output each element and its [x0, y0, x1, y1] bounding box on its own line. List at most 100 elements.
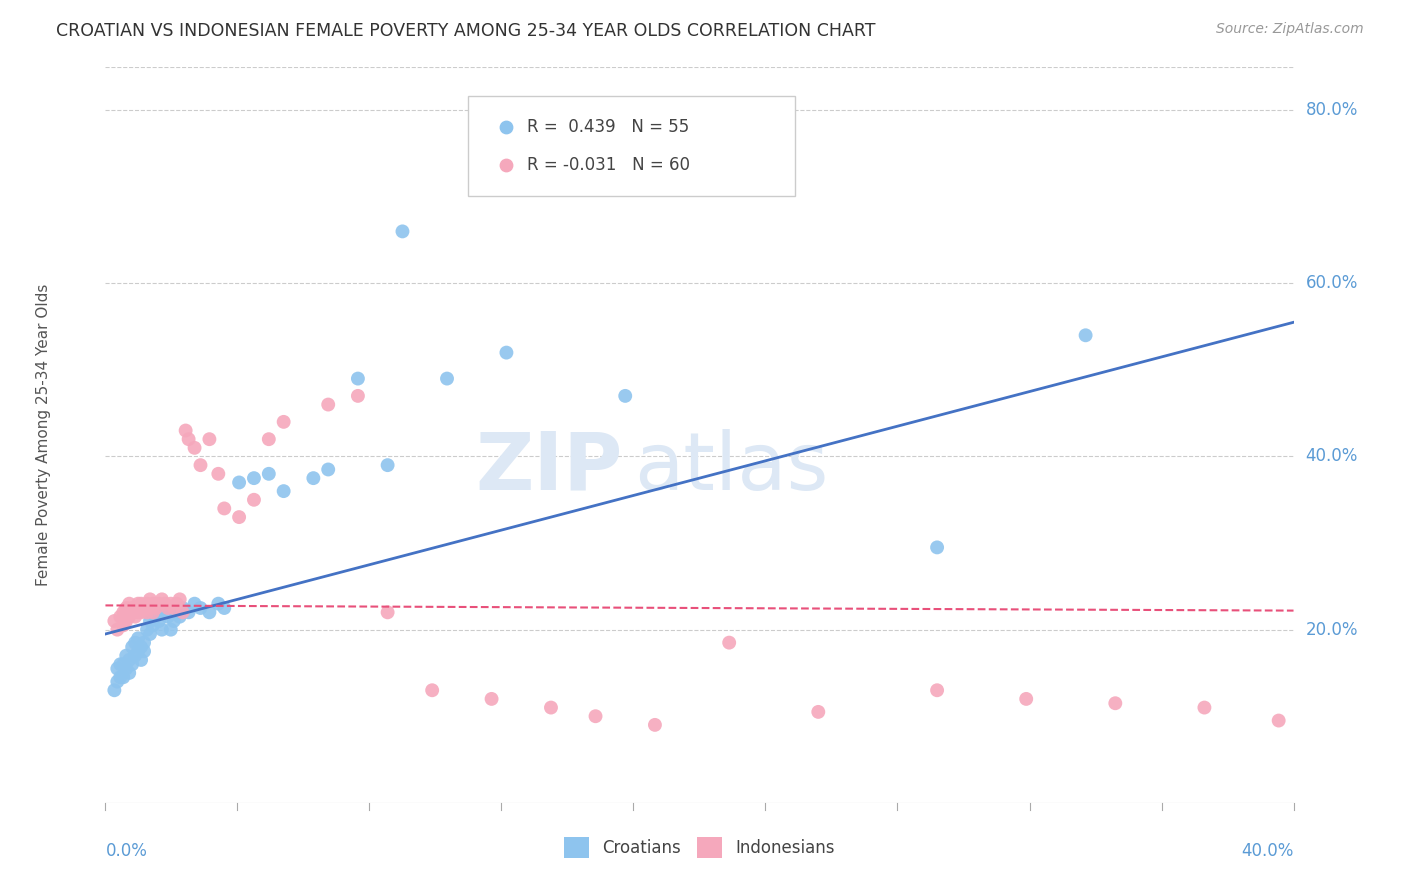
Point [807, 705, 830, 719]
Point [118, 653, 141, 667]
Point [136, 605, 159, 619]
Point [1194, 700, 1216, 714]
Point [153, 605, 176, 619]
Point [198, 432, 221, 446]
Point [347, 389, 370, 403]
Point [391, 224, 413, 238]
Point [105, 623, 128, 637]
Point [243, 492, 266, 507]
Text: 40.0%: 40.0% [1241, 842, 1294, 860]
Point [121, 605, 143, 619]
Point [1267, 714, 1289, 728]
Point [377, 458, 399, 472]
Point [112, 605, 135, 619]
Point [115, 648, 138, 663]
Point [127, 632, 149, 646]
Text: atlas: atlas [634, 429, 828, 507]
Text: R = -0.031   N = 60: R = -0.031 N = 60 [527, 155, 690, 174]
Point [585, 709, 607, 723]
Text: Female Poverty Among 25-34 Year Olds: Female Poverty Among 25-34 Year Olds [37, 284, 51, 586]
Point [243, 471, 266, 485]
Point [136, 597, 159, 611]
Point [927, 683, 949, 698]
Point [163, 601, 186, 615]
Point [172, 605, 194, 619]
Point [129, 653, 152, 667]
Point [273, 415, 295, 429]
Text: R =  0.439   N = 55: R = 0.439 N = 55 [527, 119, 689, 136]
Point [377, 605, 399, 619]
Point [132, 644, 155, 658]
Text: Source: ZipAtlas.com: Source: ZipAtlas.com [1216, 22, 1364, 37]
Point [228, 510, 250, 524]
Point [420, 683, 443, 698]
Point [177, 605, 200, 619]
Point [481, 692, 503, 706]
Point [148, 597, 170, 611]
Point [1104, 696, 1126, 710]
Legend: Croatians, Indonesians: Croatians, Indonesians [557, 830, 842, 864]
Point [159, 623, 181, 637]
Point [139, 601, 162, 615]
Point [127, 644, 149, 658]
Point [172, 601, 194, 615]
Point [115, 614, 138, 628]
Point [112, 657, 135, 672]
Point [177, 432, 200, 446]
Point [614, 389, 637, 403]
Point [159, 597, 181, 611]
Text: 0.0%: 0.0% [105, 842, 148, 860]
Point [166, 605, 188, 619]
Point [115, 662, 138, 676]
Point [169, 609, 191, 624]
Point [103, 614, 125, 628]
Point [121, 601, 143, 615]
Point [1074, 328, 1097, 343]
Point [139, 592, 162, 607]
Point [132, 601, 155, 615]
Text: CROATIAN VS INDONESIAN FEMALE POVERTY AMONG 25-34 YEAR OLDS CORRELATION CHART: CROATIAN VS INDONESIAN FEMALE POVERTY AM… [56, 22, 876, 40]
Point [257, 467, 280, 481]
Point [139, 614, 162, 628]
Point [1095, 45, 1118, 59]
Point [156, 601, 179, 615]
Point [228, 475, 250, 490]
Point [129, 605, 152, 619]
Point [103, 683, 125, 698]
Point [124, 648, 146, 663]
Point [190, 458, 212, 472]
Text: 40.0%: 40.0% [1305, 448, 1358, 466]
Point [150, 623, 173, 637]
Point [124, 601, 146, 615]
Point [316, 398, 339, 412]
Point [110, 670, 132, 684]
Point [118, 665, 141, 680]
Point [132, 635, 155, 649]
Point [183, 441, 205, 455]
Point [148, 614, 170, 628]
Point [166, 597, 188, 611]
Point [127, 605, 149, 619]
Point [302, 471, 325, 485]
Point [115, 601, 138, 615]
Point [169, 592, 191, 607]
Point [124, 635, 146, 649]
Point [198, 605, 221, 619]
Point [105, 674, 128, 689]
Point [207, 467, 229, 481]
Point [129, 597, 152, 611]
Point [436, 371, 458, 385]
Point [644, 718, 666, 732]
Point [183, 597, 205, 611]
Text: 80.0%: 80.0% [1305, 101, 1358, 120]
Point [110, 609, 132, 624]
Point [121, 640, 143, 654]
Point [273, 484, 295, 499]
Point [145, 609, 167, 624]
Point [174, 424, 197, 438]
Text: ZIP: ZIP [475, 429, 623, 507]
Point [129, 640, 152, 654]
Point [105, 662, 128, 676]
Point [127, 597, 149, 611]
Point [316, 462, 339, 476]
